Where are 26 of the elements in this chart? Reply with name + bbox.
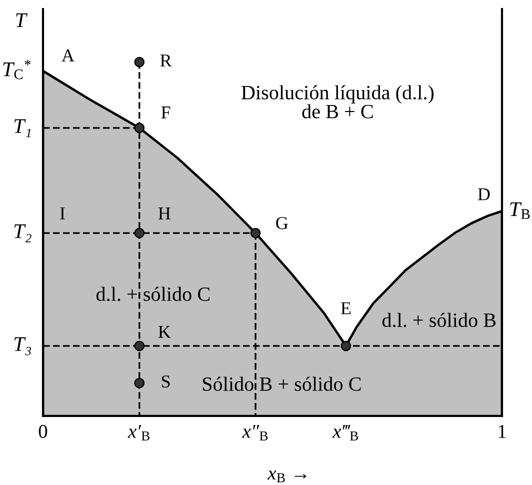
x-tick-label: x″$_{B}$ [242,424,268,440]
annotation: I [60,207,65,220]
annotation: D [478,188,490,200]
annotation: Disolución líquida (d.l.) de B + C [241,85,434,118]
y-axis-title: T [16,13,28,28]
x-tick-label: 0 [38,424,48,438]
annotation: d.l. + sólido C [96,286,210,302]
x-axis-title: x$_{B}$ → [267,470,306,482]
annotation: R [160,54,172,66]
annotation: E [340,302,351,314]
annotation: H [158,207,170,220]
annotation: A [62,49,74,62]
annotation: T₁ [14,119,31,138]
annotation: T$_{C}$$^{*}$ [3,60,31,80]
annotation: d.l. + sólido B [382,312,496,328]
annotation: T₃ [14,337,32,356]
annotation: T₂ [14,224,32,242]
annotation: G [276,217,288,230]
annotation: S [162,375,170,388]
x-tick-label: x′$_{B}$ [128,424,150,440]
annotation: K [158,326,171,338]
x-tick-label: 1 [498,424,506,438]
annotation: Sólido B + sólido C [202,376,361,391]
x-tick-label: x‴$_{B}$ [332,424,358,440]
annotation: F [161,106,170,118]
annotation: T$_{B}$ [510,202,530,219]
